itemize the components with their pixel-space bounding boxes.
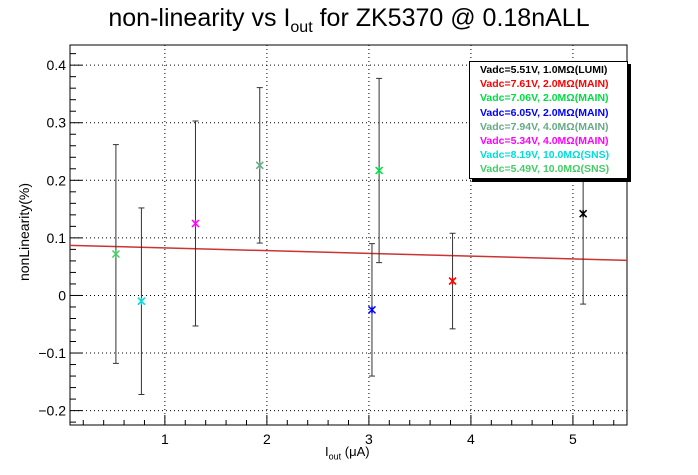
legend-entry: Vadc=7.94V, 4.0MΩ(MAIN): [480, 120, 609, 133]
legend-entry: Vadc=6.05V, 2.0MΩ(MAIN): [480, 106, 609, 119]
x-tick-label: 3: [365, 431, 373, 447]
y-axis-label: nonLinearity(%): [16, 182, 32, 282]
legend: Vadc=5.51V, 1.0MΩ(LUMI) Vadc=7.61V, 2.0MΩ…: [469, 61, 628, 179]
y-tick-label: −0.1: [38, 345, 66, 361]
x-tick-label: 5: [569, 431, 577, 447]
x-tick-label: 1: [161, 431, 169, 447]
y-tick-label: 0: [58, 287, 66, 303]
y-tick-label: 0.1: [47, 230, 67, 246]
x-tick-label: 4: [467, 431, 475, 447]
legend-entry: Vadc=5.49V, 10.0MΩ(SNS): [480, 163, 610, 176]
y-tick-label: 0.3: [47, 115, 67, 131]
legend-entry: Vadc=5.34V, 4.0MΩ(MAIN): [480, 135, 609, 147]
legend-entry: Vadc=7.06V, 2.0MΩ(MAIN): [480, 92, 609, 105]
x-tick-label: 2: [263, 431, 271, 447]
legend-entry: Vadc=8.19V, 10.0MΩ(SNS): [480, 149, 610, 162]
fit-line: [69, 244, 628, 262]
x-axis-label: Iout (μA): [325, 444, 370, 462]
y-tick-label: −0.2: [38, 403, 66, 419]
legend-entry: Vadc=5.51V, 1.0MΩ(LUMI): [480, 64, 608, 76]
y-tick-label: 0.4: [47, 57, 67, 73]
y-tick-label: 0.2: [47, 172, 67, 188]
legend-entry: Vadc=7.61V, 2.0MΩ(MAIN): [480, 78, 609, 91]
chart-title: non-linearity vs Iout for ZK5370 @ 0.18n…: [108, 4, 590, 36]
